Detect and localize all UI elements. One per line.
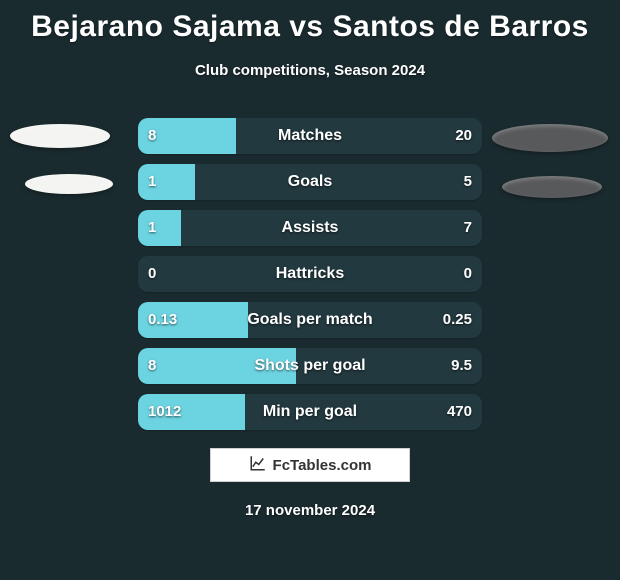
bar-right xyxy=(248,302,482,338)
right-ellipse-icon xyxy=(492,124,608,152)
bar-track xyxy=(138,164,482,200)
bar-right xyxy=(195,164,482,200)
brand-text: FcTables.com xyxy=(273,457,372,474)
bar-right xyxy=(245,394,482,430)
bar-track xyxy=(138,210,482,246)
stat-row: Min per goal1012470 xyxy=(0,394,620,430)
right-ellipse-icon xyxy=(502,176,602,198)
subtitle: Club competitions, Season 2024 xyxy=(0,62,620,79)
comparison-chart: Matches820Goals15Assists17Hattricks00Goa… xyxy=(0,118,620,448)
bar-track xyxy=(138,118,482,154)
bar-track xyxy=(138,348,482,384)
left-ellipse-icon xyxy=(25,174,113,194)
chart-icon xyxy=(249,454,267,476)
bar-left xyxy=(138,302,248,338)
stat-row: Goals per match0.130.25 xyxy=(0,302,620,338)
bar-left xyxy=(138,348,296,384)
date-label: 17 november 2024 xyxy=(0,502,620,519)
bar-left xyxy=(138,210,181,246)
stat-row: Hattricks00 xyxy=(0,256,620,292)
bar-right xyxy=(296,348,482,384)
bar-right xyxy=(138,256,482,292)
bar-track xyxy=(138,394,482,430)
page-title: Bejarano Sajama vs Santos de Barros xyxy=(0,0,620,44)
bar-track xyxy=(138,256,482,292)
bar-right xyxy=(236,118,482,154)
bar-left xyxy=(138,394,245,430)
stat-row: Assists17 xyxy=(0,210,620,246)
left-ellipse-icon xyxy=(10,124,110,148)
brand-badge: FcTables.com xyxy=(210,448,410,482)
stat-row: Shots per goal89.5 xyxy=(0,348,620,384)
bar-left xyxy=(138,118,236,154)
bar-right xyxy=(181,210,482,246)
bar-track xyxy=(138,302,482,338)
bar-left xyxy=(138,164,195,200)
